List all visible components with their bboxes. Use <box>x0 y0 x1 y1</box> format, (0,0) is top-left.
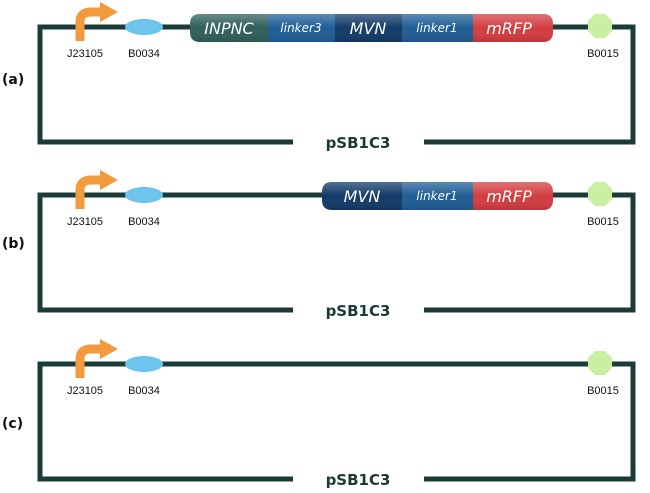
panel-c: (c) J23105 B0034 B0015 pSB1C3 <box>2 339 636 489</box>
segment-label: mRFP <box>486 19 532 38</box>
segment-label: linker1 <box>416 189 457 203</box>
promoter-label: J23105 <box>67 216 103 228</box>
segment-label: linker1 <box>416 21 457 35</box>
promoter-icon <box>75 339 118 378</box>
plasmid-label: pSB1C3 <box>326 471 391 489</box>
segment-label: INPNC <box>204 19 254 38</box>
rbs-label: B0034 <box>128 48 160 60</box>
plasmid-backbone <box>37 192 636 313</box>
terminator-icon <box>588 182 612 206</box>
panel-label: (b) <box>2 236 25 252</box>
promoter-label: J23105 <box>67 48 103 60</box>
terminator-label: B0015 <box>587 216 619 228</box>
rbs-label: B0034 <box>128 216 160 228</box>
panel-b: (b) MVN linker1 mRFP J23105 B0034 B0015 … <box>2 170 636 320</box>
segment-label: linker3 <box>280 21 321 35</box>
terminator-icon <box>588 351 612 375</box>
terminator-label: B0015 <box>587 48 619 60</box>
plasmid-label: pSB1C3 <box>326 302 391 320</box>
segment-label: MVN <box>344 187 381 206</box>
segment-label: mRFP <box>486 187 532 206</box>
panel-a: (a) INPNC linker3 MVN linker1 mRFP J2310… <box>2 2 636 152</box>
promoter-icon <box>75 170 118 209</box>
plasmid-backbone <box>37 24 636 145</box>
plasmid-backbone <box>37 361 636 482</box>
panel-label: (a) <box>2 72 24 88</box>
terminator-label: B0015 <box>587 385 619 397</box>
terminator-icon <box>588 14 612 38</box>
fusion-gene-construct: INPNC linker3 MVN linker1 mRFP <box>190 14 553 42</box>
promoter-icon <box>75 2 118 41</box>
fusion-gene-construct: MVN linker1 mRFP <box>322 182 553 210</box>
rbs-icon <box>125 356 163 372</box>
segment-label: MVN <box>350 19 387 38</box>
rbs-icon <box>125 19 163 35</box>
panel-label: (c) <box>2 416 23 432</box>
rbs-icon <box>125 187 163 203</box>
rbs-label: B0034 <box>128 385 160 397</box>
promoter-label: J23105 <box>67 385 103 397</box>
plasmid-label: pSB1C3 <box>326 134 391 152</box>
